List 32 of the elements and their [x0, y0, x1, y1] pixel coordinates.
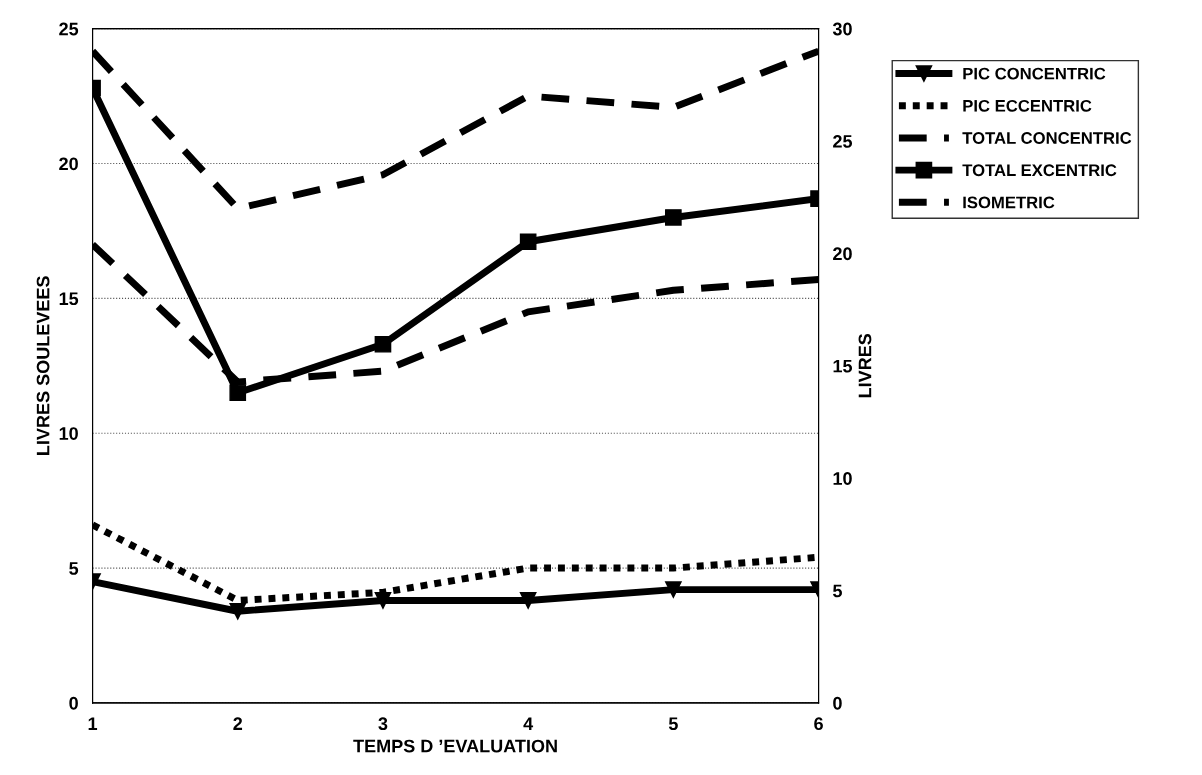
x-tick-label: 3	[378, 717, 388, 731]
y2-axis-title: LIVRES	[858, 333, 872, 398]
y-tick-label: 25	[59, 22, 79, 36]
y2-tick-label: 20	[833, 247, 852, 261]
point	[519, 592, 537, 609]
y-axis-title: LIVRES SOULEVEES	[36, 276, 50, 455]
legend-label: TOTAL EXCENTRIC	[962, 164, 1117, 177]
y2-tick-label: 30	[832, 22, 852, 36]
x-tick-label: 4	[523, 717, 534, 730]
y-tick-label: 5	[69, 562, 79, 575]
x-axis-title: TEMPS D ’EVALUATION	[353, 739, 557, 753]
x-tick-label: 6	[814, 717, 823, 731]
point	[229, 602, 247, 620]
legend-label: ISOMETRIC	[963, 196, 1055, 209]
y2-tick-label: 5	[833, 584, 842, 598]
y2-tick-label: 15	[833, 359, 853, 373]
point	[374, 335, 392, 353]
legend-label: PIC ECCENTRIC	[963, 99, 1092, 112]
legend-label: TOTAL CONCENTRIC	[962, 132, 1132, 144]
y-tick-label: 20	[59, 157, 78, 171]
point	[229, 384, 247, 402]
y-tick-label: 10	[59, 427, 78, 440]
y2-tick-label: 0	[833, 696, 842, 710]
y2-tick-label: 25	[833, 134, 853, 148]
y-tick-label: 15	[59, 292, 79, 306]
x-tick-label: 5	[668, 717, 678, 731]
x-tick-label: 1	[88, 717, 98, 730]
point	[519, 233, 537, 251]
x-tick-label: 2	[233, 717, 243, 730]
y2-tick-label: 10	[833, 472, 852, 485]
y-tick-label: 0	[69, 696, 78, 710]
legend-label: PIC CONCENTRIC	[963, 67, 1106, 80]
